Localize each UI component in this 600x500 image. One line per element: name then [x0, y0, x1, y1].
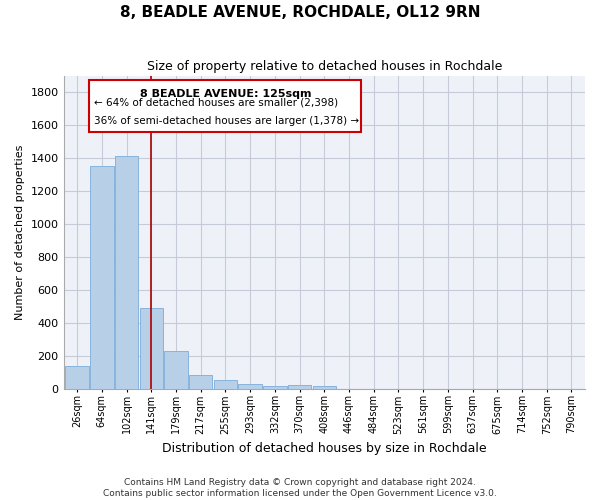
Bar [90, 166, 113, 388]
Bar [164, 350, 188, 389]
Bar [288, 386, 311, 388]
Bar [214, 380, 237, 388]
Text: ← 64% of detached houses are smaller (2,398): ← 64% of detached houses are smaller (2,… [94, 98, 338, 108]
Bar [238, 384, 262, 388]
Bar [89, 80, 361, 132]
Bar [140, 308, 163, 388]
Bar [313, 386, 336, 388]
Text: 36% of semi-detached houses are larger (1,378) →: 36% of semi-detached houses are larger (… [94, 116, 359, 126]
Y-axis label: Number of detached properties: Number of detached properties [15, 144, 25, 320]
X-axis label: Distribution of detached houses by size in Rochdale: Distribution of detached houses by size … [162, 442, 487, 455]
Text: 8, BEADLE AVENUE, ROCHDALE, OL12 9RN: 8, BEADLE AVENUE, ROCHDALE, OL12 9RN [120, 5, 480, 20]
Bar [189, 376, 212, 388]
Bar [115, 156, 139, 388]
Bar [263, 386, 287, 388]
Bar [65, 366, 89, 388]
Text: Contains HM Land Registry data © Crown copyright and database right 2024.
Contai: Contains HM Land Registry data © Crown c… [103, 478, 497, 498]
Text: 8 BEADLE AVENUE: 125sqm: 8 BEADLE AVENUE: 125sqm [140, 88, 311, 99]
Title: Size of property relative to detached houses in Rochdale: Size of property relative to detached ho… [146, 60, 502, 73]
